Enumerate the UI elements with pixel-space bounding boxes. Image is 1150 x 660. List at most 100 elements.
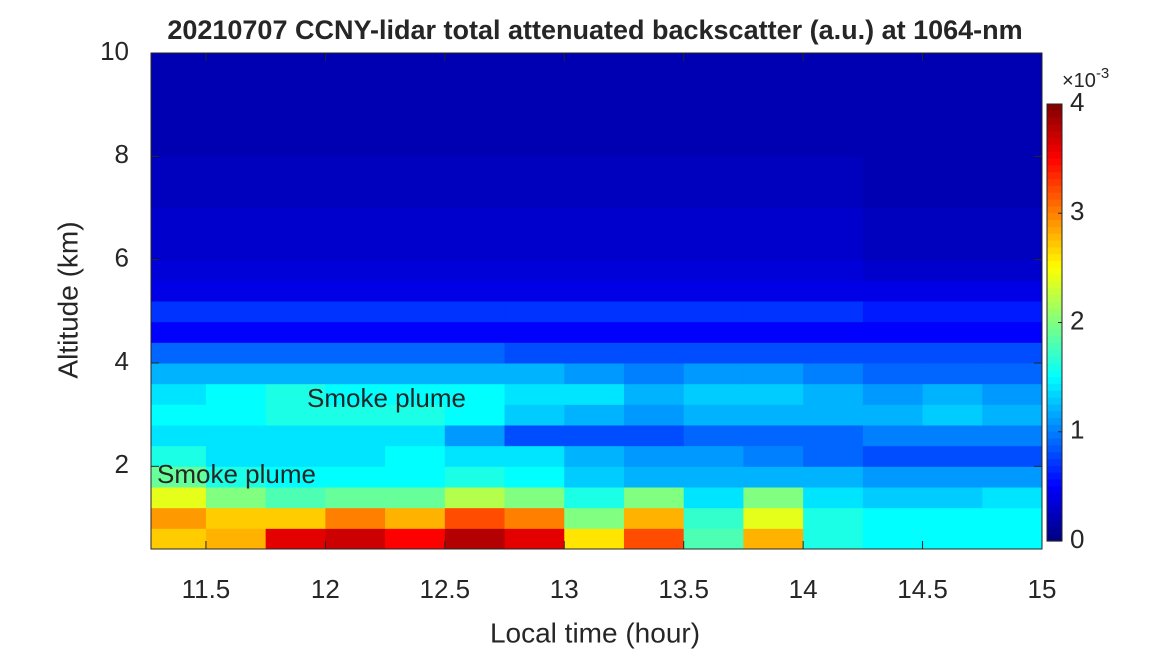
heatmap-cell: [385, 259, 446, 281]
y-tick-label: 2: [115, 449, 129, 479]
x-tick-label: 15: [1028, 574, 1057, 604]
heatmap-cell: [385, 425, 446, 447]
colorbar-swatch: [1047, 131, 1062, 139]
x-tick-label: 13.5: [658, 574, 709, 604]
heatmap-cell: [151, 383, 207, 405]
heatmap-cell: [265, 383, 326, 405]
heatmap-cell: [504, 487, 565, 509]
colorbar-swatch: [1047, 527, 1062, 535]
colorbar-swatch: [1047, 104, 1062, 112]
heatmap-cell: [862, 280, 924, 302]
annotation: Smoke plume: [307, 383, 466, 413]
heatmap-cell: [683, 280, 744, 302]
heatmap-cell: [683, 425, 744, 447]
heatmap-cell: [205, 445, 267, 467]
heatmap-cell: [743, 156, 804, 209]
colorbar-swatch: [1047, 349, 1062, 358]
heatmap-cell: [444, 425, 506, 447]
heatmap-cell: [444, 363, 506, 385]
heatmap-cell: [325, 259, 386, 281]
colorbar-swatch: [1047, 479, 1062, 487]
heatmap-cell: [743, 259, 804, 281]
chart-title: 20210707 CCNY-lidar total attenuated bac…: [167, 15, 1022, 45]
heatmap-cell: [564, 321, 625, 343]
colorbar-swatch: [1047, 233, 1062, 242]
heatmap-cell: [385, 280, 446, 302]
heatmap-cell: [623, 104, 685, 157]
heatmap-cell: [564, 507, 625, 529]
colorbar-swatch: [1047, 342, 1062, 351]
heatmap-cell: [504, 156, 565, 209]
heatmap-cell: [683, 528, 744, 550]
heatmap-cell: [151, 259, 207, 281]
heatmap-cell: [862, 208, 924, 261]
colorbar-tick-label: 3: [1070, 196, 1084, 226]
plot-frame: [150, 52, 1043, 550]
colorbar-swatch: [1047, 179, 1062, 187]
heatmap-cell: [444, 342, 506, 364]
x-tick-label: 14.5: [897, 574, 948, 604]
colorbar-multiplier-base: ×10: [1062, 70, 1096, 92]
colorbar-swatch: [1047, 370, 1062, 378]
heatmap-cell: [325, 301, 386, 323]
heatmap-cell: [803, 507, 864, 529]
colorbar-swatch: [1047, 459, 1062, 467]
colorbar-swatch: [1047, 302, 1062, 310]
heatmap-cell: [325, 425, 386, 447]
heatmap-cell: [743, 445, 804, 467]
heatmap-cell: [444, 445, 506, 467]
heatmap-cell: [205, 104, 267, 157]
heatmap-cell: [564, 259, 625, 281]
heatmap-cell: [385, 528, 446, 550]
heatmap-cell: [385, 487, 446, 509]
heatmap-cell: [504, 280, 565, 302]
heatmap-cell: [623, 156, 685, 209]
colorbar-swatch: [1047, 261, 1062, 269]
heatmap-cell: [683, 104, 744, 157]
heatmap-cell: [803, 321, 864, 343]
heatmap-cell: [623, 280, 685, 302]
heatmap-cell: [385, 466, 446, 488]
heatmap-cell: [862, 342, 924, 364]
colorbar-tick-label: 4: [1070, 87, 1084, 117]
heatmap-cell: [564, 363, 625, 385]
heatmap-cell: [325, 528, 386, 550]
colorbar-swatch: [1047, 336, 1062, 344]
heatmap-cell: [444, 528, 506, 550]
heatmap-cell: [265, 445, 326, 467]
colorbar-multiplier-exponent: -3: [1096, 65, 1109, 82]
heatmap-cell: [623, 208, 685, 261]
heatmap-cell: [385, 445, 446, 467]
heatmap-cell: [504, 259, 565, 281]
heatmap-cell: [623, 528, 685, 550]
colorbar-swatch: [1047, 418, 1062, 426]
heatmap-cell: [982, 156, 1043, 209]
heatmap-cell: [504, 53, 565, 106]
heatmap-cell: [803, 280, 864, 302]
colorbar-swatch: [1047, 144, 1062, 153]
colorbar-swatch: [1047, 288, 1062, 296]
colorbar-swatch: [1047, 213, 1062, 221]
colorbar-swatch: [1047, 452, 1062, 460]
heatmap-cell: [385, 104, 446, 157]
heatmap-cell: [982, 404, 1043, 426]
heatmap-cell: [982, 363, 1043, 385]
heatmap-cell: [982, 528, 1043, 550]
heatmap-cell: [862, 487, 924, 509]
heatmap-cell: [743, 53, 804, 106]
heatmap-cell: [922, 104, 983, 157]
heatmap-cell: [862, 445, 924, 467]
heatmap-cell: [385, 208, 446, 261]
heatmap-cell: [444, 507, 506, 529]
x-tick-label: 11.5: [182, 574, 231, 604]
colorbar-swatch: [1047, 158, 1062, 167]
heatmap-cell: [265, 487, 326, 509]
heatmap-cell: [385, 156, 446, 209]
colorbar-tick-label: 2: [1070, 305, 1084, 335]
heatmap-cell: [151, 425, 207, 447]
heatmap-cell: [265, 363, 326, 385]
heatmap-cell: [982, 208, 1043, 261]
heatmap-cell: [564, 466, 625, 488]
heatmap-cell: [982, 104, 1043, 157]
heatmap-cell: [982, 466, 1043, 488]
